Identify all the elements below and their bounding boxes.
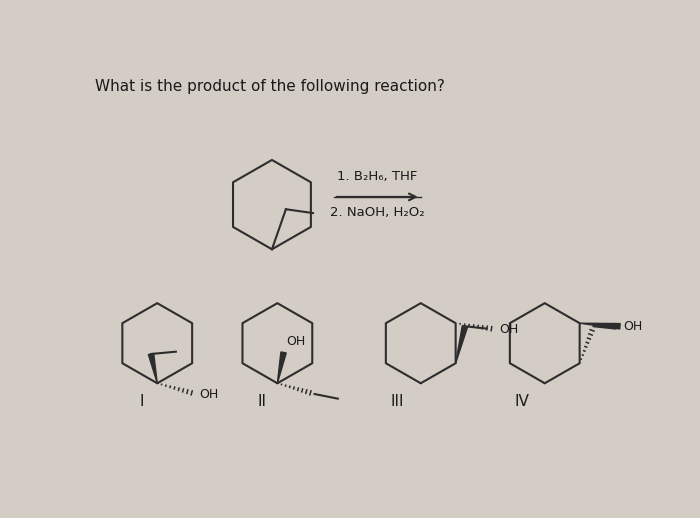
- Text: OH: OH: [623, 320, 643, 333]
- Text: 2. NaOH, H₂O₂: 2. NaOH, H₂O₂: [330, 206, 425, 219]
- Polygon shape: [277, 352, 286, 383]
- Text: I: I: [139, 394, 144, 409]
- Text: OH: OH: [499, 323, 518, 336]
- Text: OH: OH: [199, 387, 218, 400]
- Polygon shape: [580, 323, 620, 329]
- Polygon shape: [148, 353, 158, 383]
- Text: IV: IV: [514, 394, 529, 409]
- Text: What is the product of the following reaction?: What is the product of the following rea…: [95, 79, 445, 94]
- Text: OH: OH: [287, 335, 306, 348]
- Text: 1. B₂H₆, THF: 1. B₂H₆, THF: [337, 170, 417, 183]
- Text: III: III: [391, 394, 405, 409]
- Polygon shape: [456, 326, 468, 363]
- Text: II: II: [258, 394, 267, 409]
